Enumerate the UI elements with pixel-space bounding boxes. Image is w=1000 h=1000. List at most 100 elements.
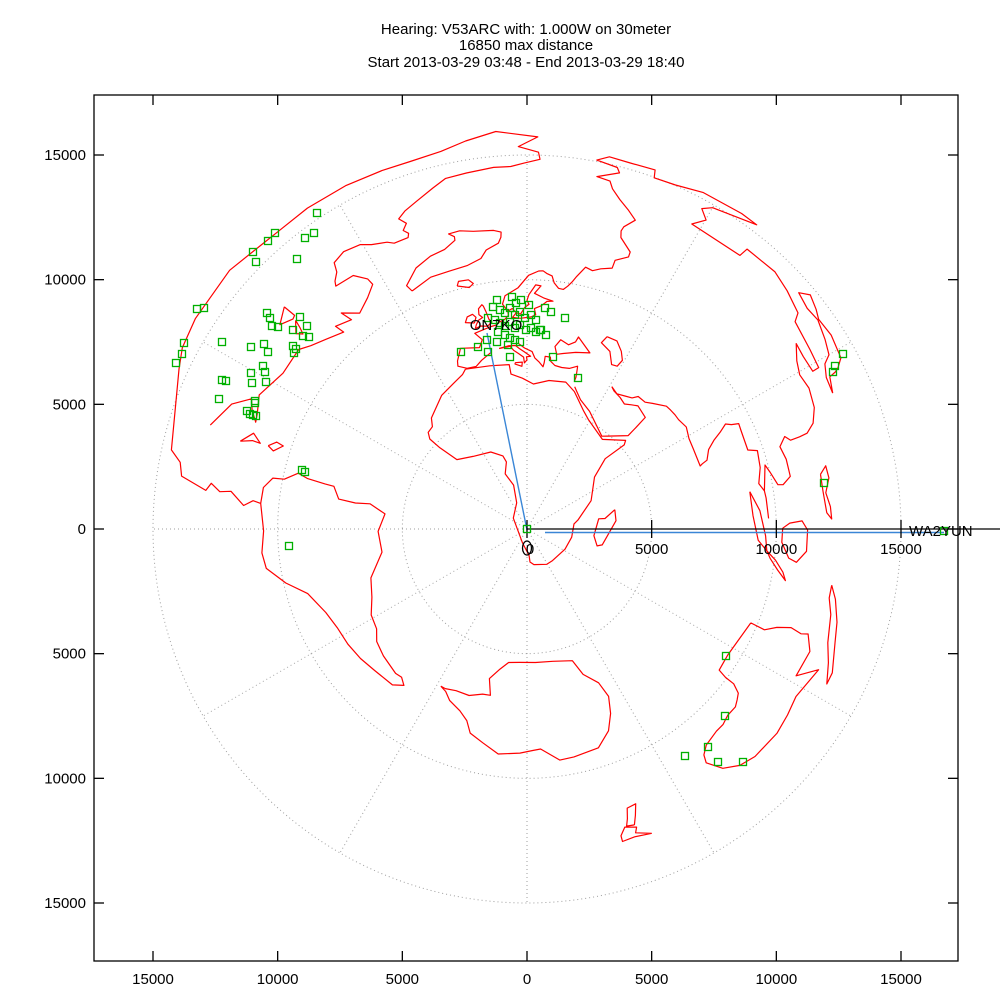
- station-marker-square: [302, 321, 312, 331]
- station-marker-square: [292, 254, 302, 264]
- station-marker-square: [288, 325, 298, 335]
- station-marker-square: [521, 325, 531, 335]
- callsign-label: ON7KO: [470, 317, 523, 334]
- station-marker-square: [510, 335, 520, 345]
- station-marker-square: [738, 757, 748, 767]
- bottom-tick-label: 10000: [257, 971, 299, 988]
- distance-axis: 0 5000 10000 15000: [521, 520, 1000, 558]
- qso-path-line: [486, 332, 528, 531]
- station-marker-square: [522, 524, 532, 534]
- azimuth-radial: [526, 528, 852, 717]
- station-marker-square: [250, 398, 260, 408]
- station-marker-square: [263, 347, 273, 357]
- azimuth-radial: [526, 528, 715, 854]
- distance-axis-tick-label: 10000: [755, 541, 797, 558]
- azimuth-radial: [339, 528, 528, 854]
- station-marker-square: [247, 378, 257, 388]
- station-marker-square: [526, 310, 536, 320]
- azimuth-radial: [202, 528, 528, 717]
- left-tick-label: 15000: [44, 147, 86, 164]
- station-marker-square: [505, 352, 515, 362]
- station-marker-square: [524, 300, 534, 310]
- station-marker-square: [217, 337, 227, 347]
- bottom-tick-label: 0: [523, 971, 531, 988]
- plot-border: [93, 94, 959, 962]
- station-marker-square: [483, 347, 493, 357]
- bottom-tick-label: 5000: [635, 971, 668, 988]
- station-marker-square: [265, 313, 275, 323]
- station-marker-square: [171, 358, 181, 368]
- chart-title: Hearing: V53ARC with: 1.000W on 30meter: [381, 21, 671, 38]
- station-marker-square: [515, 307, 525, 317]
- station-marker-square: [505, 303, 515, 313]
- station-marker-square: [500, 308, 510, 318]
- station-marker-square: [199, 303, 209, 313]
- station-marker-square: [260, 367, 270, 377]
- left-tick-label: 10000: [44, 770, 86, 787]
- center-ellipse-marker: [521, 540, 533, 556]
- station-marker-square: [309, 228, 319, 238]
- station-marker-square: [258, 361, 268, 371]
- station-marker-square: [179, 338, 189, 348]
- station-marker-square: [221, 376, 231, 386]
- left-tick-label: 5000: [53, 646, 86, 663]
- bottom-tick-label: 5000: [386, 971, 419, 988]
- station-marker-square: [721, 651, 731, 661]
- station-marker-square: [515, 320, 525, 330]
- station-marker-square: [492, 337, 502, 347]
- station-marker-square: [492, 295, 502, 305]
- bottom-tick-label: 15000: [132, 971, 174, 988]
- station-marker-square: [838, 349, 848, 359]
- station-marker-square: [488, 302, 498, 312]
- station-marker-square: [713, 757, 723, 767]
- station-marker-square: [503, 340, 513, 350]
- station-marker-square: [295, 312, 305, 322]
- left-tick-label: 0: [78, 521, 86, 538]
- station-marker-square: [505, 317, 515, 327]
- station-marker-square: [819, 478, 829, 488]
- station-marker-square: [703, 742, 713, 752]
- station-marker-square: [300, 233, 310, 243]
- station-marker-square: [246, 342, 256, 352]
- station-marker-square: [261, 377, 271, 387]
- azimuth-radial: [339, 204, 528, 530]
- distance-axis-tick-label: 0: [526, 541, 534, 558]
- station-marker-square: [246, 368, 256, 378]
- callsign-label: WA2YUN: [909, 523, 973, 540]
- station-marker-square: [482, 335, 492, 345]
- station-marker-square: [250, 396, 260, 406]
- station-marker-square: [939, 526, 949, 536]
- station-marker-square: [541, 330, 551, 340]
- left-tick-label: 10000: [44, 272, 86, 289]
- station-marker-square: [284, 541, 294, 551]
- station-marker-square: [289, 348, 299, 358]
- station-marker-square: [828, 367, 838, 377]
- station-markers: [171, 208, 949, 767]
- station-marker-square: [546, 307, 556, 317]
- station-marker-square: [548, 352, 558, 362]
- station-marker-square: [214, 394, 224, 404]
- station-marker-square: [267, 321, 277, 331]
- plot-border-and-ticks: 15000 15000 10000 10000 5000 5000 0 0 5000 5000 10…: [44, 94, 959, 988]
- callsign-labels: ON7KO WA2YUN: [470, 317, 973, 540]
- station-marker-square: [177, 349, 187, 359]
- station-marker-square: [248, 247, 258, 257]
- chart-subtitle-timespan: Start 2013-03-29 03:48 - End 2013-03-29 …: [368, 54, 685, 71]
- chart-subtitle-max-distance: 16850 max distance: [459, 37, 593, 54]
- station-marker-square: [259, 339, 269, 349]
- station-marker-square: [560, 313, 570, 323]
- station-marker-square: [251, 257, 261, 267]
- left-tick-label: 5000: [53, 396, 86, 413]
- station-marker-square: [535, 325, 545, 335]
- azimuth-radial: [526, 204, 715, 530]
- station-marker-square: [273, 322, 283, 332]
- station-marker-square: [298, 331, 308, 341]
- station-marker-square: [304, 332, 314, 342]
- station-marker-square: [680, 751, 690, 761]
- station-marker-square: [573, 373, 583, 383]
- bottom-tick-label: 15000: [880, 971, 922, 988]
- station-marker-square: [192, 304, 202, 314]
- station-marker-square: [251, 411, 261, 421]
